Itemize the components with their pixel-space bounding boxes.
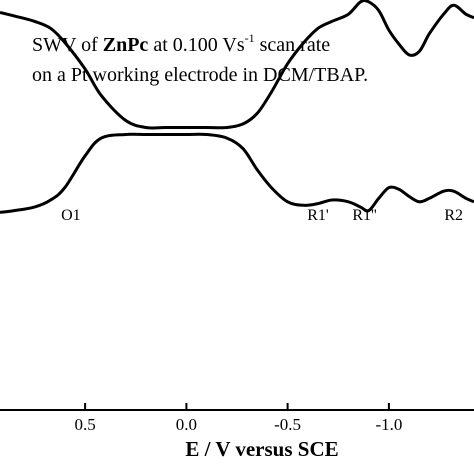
peak-label-2: R1' [307,207,329,224]
peak-label-1: O1 [61,207,81,224]
annotation-compound: ZnPc [103,34,149,56]
series-line-2 [0,132,474,214]
x-tick-label-1: 0.5 [74,415,95,434]
x-tick-label-3: -0.5 [274,415,301,434]
x-axis: 0.50.0-0.5-1.0-1.5 [0,403,474,434]
series-line-1 [0,0,474,130]
annotation-line-1: SWV of ZnPc at 0.100 Vs-1 scan rate [32,31,330,56]
x-tick-label-2: 0.0 [176,415,197,434]
plot-curves [0,0,474,214]
annotation-superscript: -1 [245,31,255,45]
x-tick-label-4: -1.0 [375,415,402,434]
peak-label-4: R2 [444,207,463,224]
peak-label-3: R1'' [352,207,377,224]
peak-labels: O1 R1' R1'' R2 [61,207,463,224]
chart-annotation: SWV of ZnPc at 0.100 Vs-1 scan rate on a… [32,31,368,86]
x-axis-title: E / V versus SCE [185,437,338,461]
